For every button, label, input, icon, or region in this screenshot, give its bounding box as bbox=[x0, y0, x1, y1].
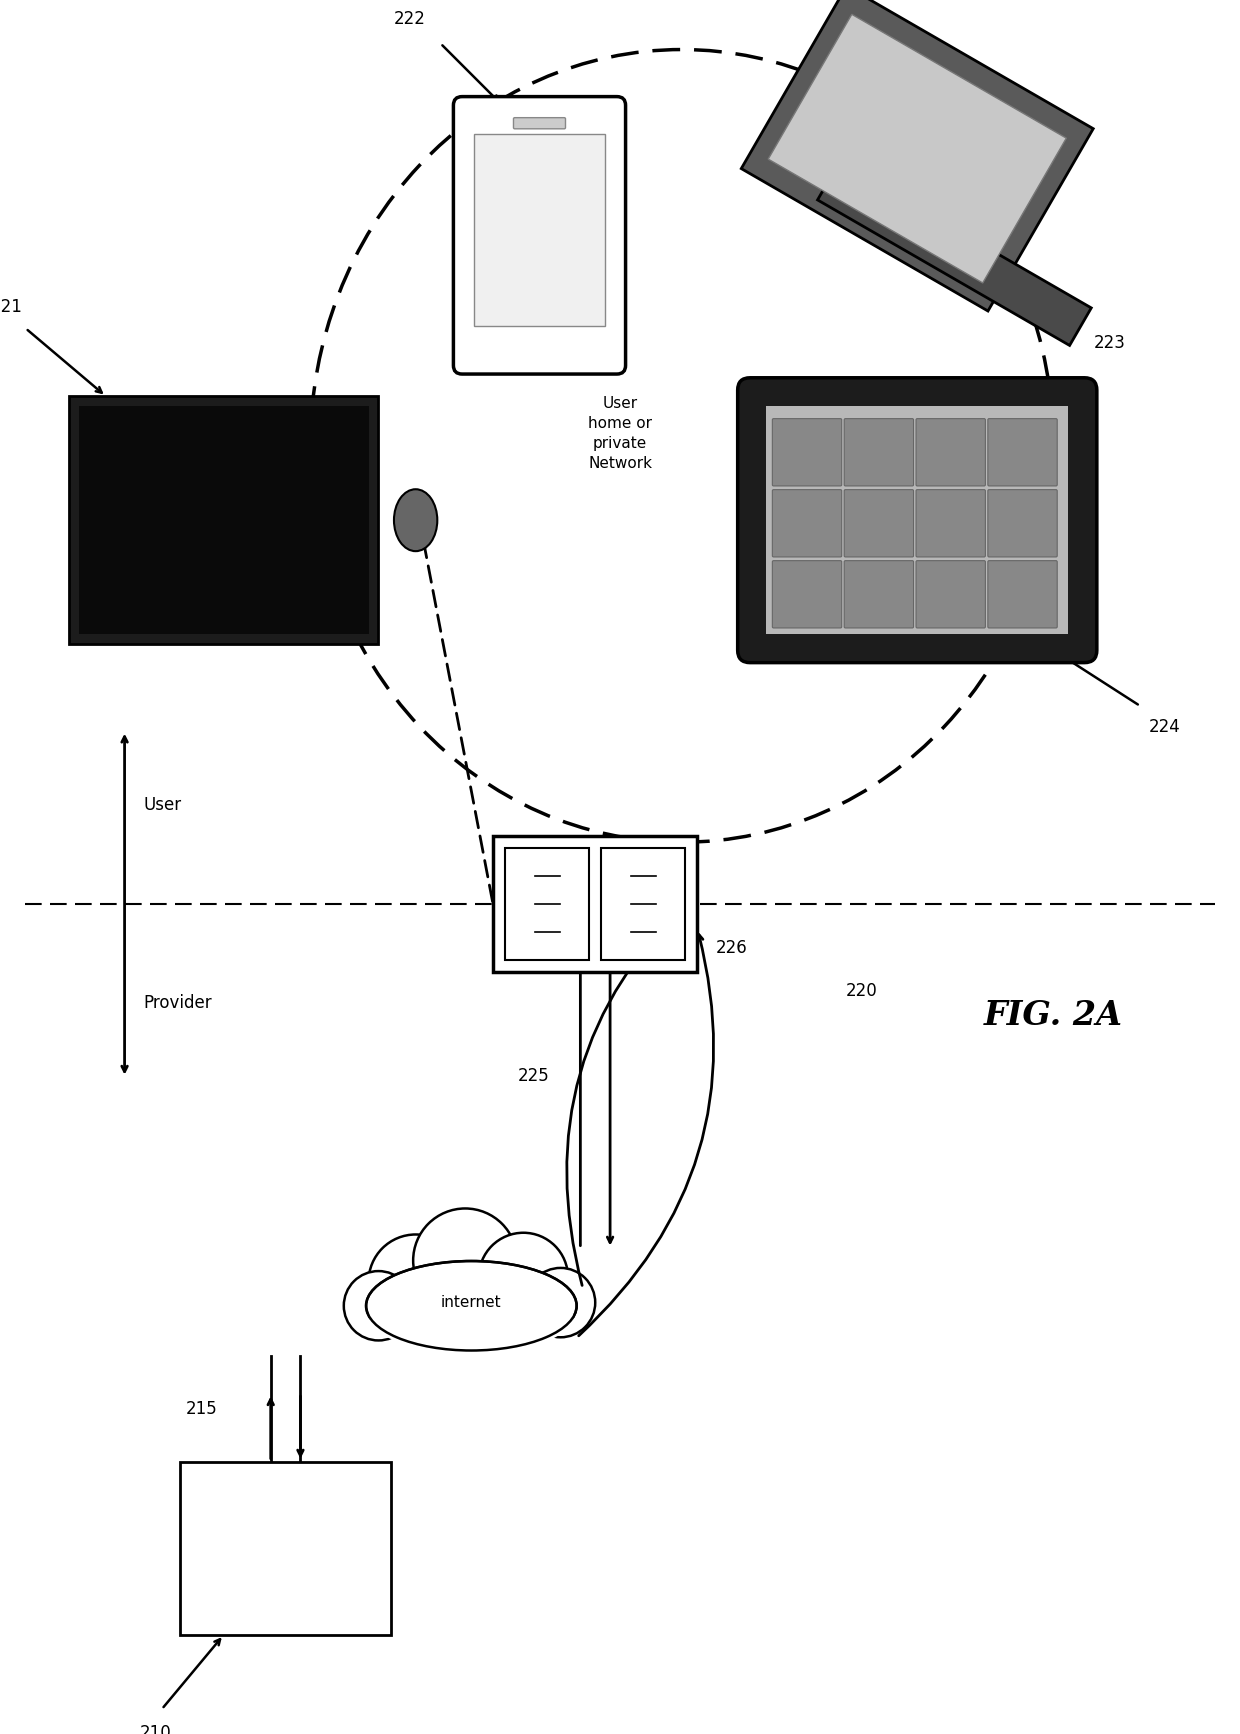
FancyBboxPatch shape bbox=[506, 848, 589, 961]
Ellipse shape bbox=[366, 1261, 577, 1351]
Circle shape bbox=[343, 1271, 413, 1340]
FancyBboxPatch shape bbox=[454, 97, 625, 375]
FancyBboxPatch shape bbox=[988, 560, 1058, 628]
Circle shape bbox=[479, 1233, 568, 1321]
Text: 215: 215 bbox=[186, 1399, 217, 1418]
FancyBboxPatch shape bbox=[494, 836, 697, 973]
FancyBboxPatch shape bbox=[844, 489, 914, 557]
Text: 225: 225 bbox=[517, 1066, 549, 1085]
FancyBboxPatch shape bbox=[916, 418, 986, 486]
Text: internet: internet bbox=[441, 1295, 502, 1311]
FancyBboxPatch shape bbox=[773, 489, 842, 557]
Polygon shape bbox=[817, 163, 1091, 345]
FancyBboxPatch shape bbox=[773, 418, 842, 486]
Text: Media
Service
Provider: Media Service Provider bbox=[255, 1522, 316, 1573]
FancyBboxPatch shape bbox=[475, 134, 605, 326]
FancyBboxPatch shape bbox=[916, 489, 986, 557]
FancyBboxPatch shape bbox=[601, 848, 684, 961]
FancyBboxPatch shape bbox=[180, 1462, 391, 1635]
Circle shape bbox=[526, 1268, 595, 1337]
Ellipse shape bbox=[394, 489, 438, 551]
FancyBboxPatch shape bbox=[738, 378, 1097, 662]
Text: 220: 220 bbox=[846, 981, 878, 1001]
FancyBboxPatch shape bbox=[773, 560, 842, 628]
Text: 210: 210 bbox=[140, 1724, 171, 1734]
Text: FIG. 2A: FIG. 2A bbox=[985, 999, 1123, 1032]
Polygon shape bbox=[742, 0, 1094, 310]
FancyBboxPatch shape bbox=[988, 489, 1058, 557]
Ellipse shape bbox=[370, 1280, 574, 1353]
FancyBboxPatch shape bbox=[844, 560, 914, 628]
FancyBboxPatch shape bbox=[69, 397, 378, 643]
Text: User: User bbox=[143, 796, 181, 813]
FancyBboxPatch shape bbox=[766, 406, 1069, 635]
Text: User
home or
private
Network: User home or private Network bbox=[588, 397, 652, 470]
Text: 226: 226 bbox=[715, 938, 748, 957]
Text: Provider: Provider bbox=[143, 994, 212, 1013]
FancyBboxPatch shape bbox=[916, 560, 986, 628]
FancyBboxPatch shape bbox=[79, 406, 368, 635]
Circle shape bbox=[368, 1235, 463, 1328]
Circle shape bbox=[413, 1209, 517, 1313]
Text: 222: 222 bbox=[393, 10, 425, 28]
Text: 221: 221 bbox=[0, 298, 22, 316]
Text: 224: 224 bbox=[1149, 718, 1180, 737]
FancyBboxPatch shape bbox=[844, 418, 914, 486]
Polygon shape bbox=[769, 14, 1066, 283]
FancyBboxPatch shape bbox=[988, 418, 1058, 486]
Text: 223: 223 bbox=[1094, 335, 1125, 352]
FancyBboxPatch shape bbox=[513, 118, 565, 128]
